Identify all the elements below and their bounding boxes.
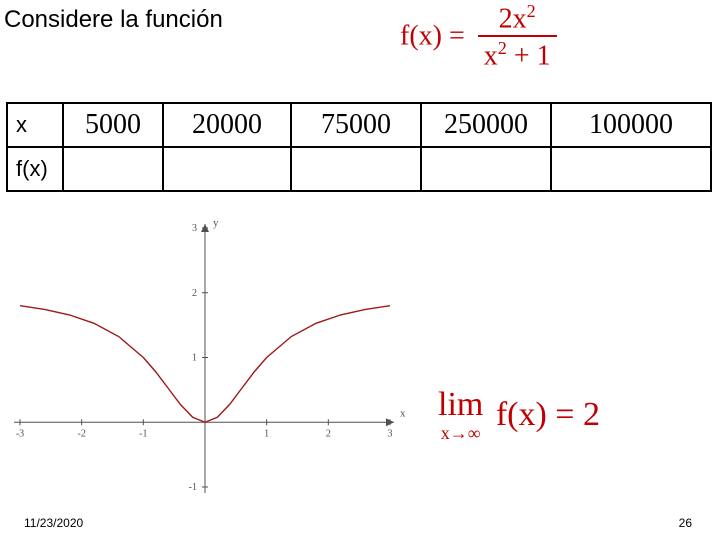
- formula-lhs: f(x) =: [400, 20, 465, 51]
- formula-fraction: 2x2 x2 + 1: [478, 2, 557, 71]
- svg-text:-1: -1: [139, 428, 147, 439]
- limit-operator: lim x→∞: [438, 388, 483, 442]
- function-chart: -3-2-1123-1123xy: [0, 210, 410, 505]
- formula-numerator: 2x2: [478, 2, 557, 37]
- values-table: x 5000 20000 75000 250000 100000 f(x): [6, 102, 712, 192]
- function-formula: f(x) = 2x2 x2 + 1: [400, 2, 557, 71]
- limit-value: f(x) = 2: [496, 396, 600, 433]
- table-cell: 75000: [291, 103, 421, 147]
- table-cell: [63, 147, 163, 191]
- svg-text:1: 1: [192, 353, 197, 364]
- table-row: f(x): [7, 147, 711, 191]
- row-label-x: x: [7, 103, 63, 147]
- formula-denominator: x2 + 1: [478, 37, 557, 70]
- svg-text:y: y: [213, 217, 219, 229]
- svg-text:3: 3: [192, 223, 197, 234]
- table-row: x 5000 20000 75000 250000 100000: [7, 103, 711, 147]
- table-cell: 250000: [421, 103, 551, 147]
- svg-text:3: 3: [388, 428, 393, 439]
- footer-page-number: 26: [679, 516, 692, 530]
- table-cell: 100000: [551, 103, 711, 147]
- svg-text:-3: -3: [16, 428, 24, 439]
- page-title: Considere la función: [4, 6, 223, 34]
- svg-text:2: 2: [326, 428, 331, 439]
- svg-text:2: 2: [192, 288, 197, 299]
- svg-text:-2: -2: [77, 428, 85, 439]
- row-label-fx: f(x): [7, 147, 63, 191]
- table-cell: [291, 147, 421, 191]
- table-cell: [421, 147, 551, 191]
- table-cell: 5000: [63, 103, 163, 147]
- limit-expression: lim x→∞ f(x) = 2: [438, 388, 600, 442]
- table-cell: [163, 147, 291, 191]
- svg-text:1: 1: [264, 428, 269, 439]
- table-cell: 20000: [163, 103, 291, 147]
- svg-text:x: x: [400, 407, 406, 419]
- table-cell: [551, 147, 711, 191]
- svg-text:-1: -1: [189, 482, 197, 493]
- footer-date: 11/23/2020: [24, 516, 83, 530]
